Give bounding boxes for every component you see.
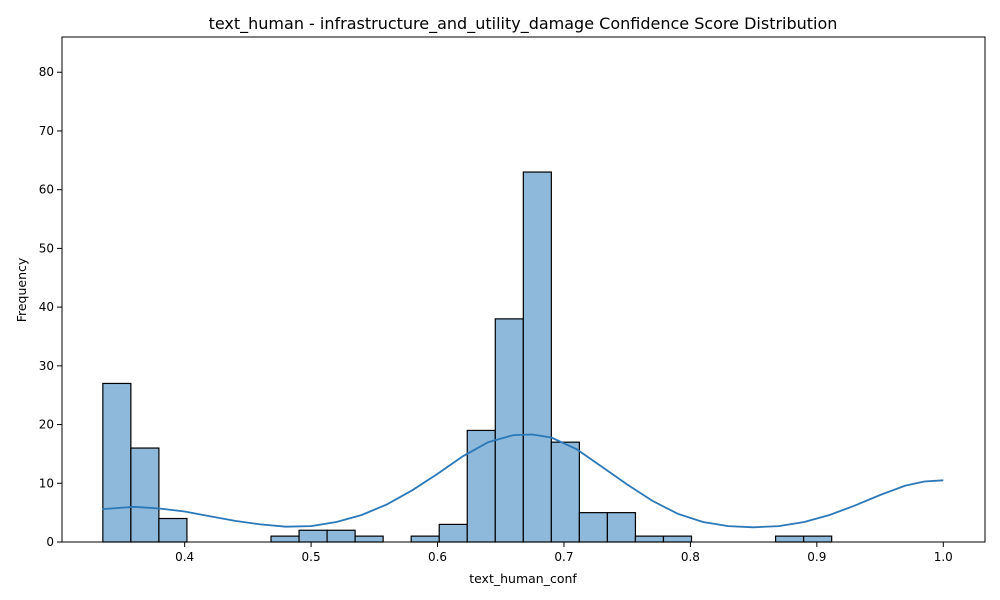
histogram-bar — [634, 535, 665, 543]
histogram-bar — [662, 535, 693, 543]
x-tick-label: 0.9 — [807, 550, 826, 564]
x-axis-ticks: 0.4 0.5 0.6 0.7 0.8 0.9 1.0 — [175, 542, 953, 564]
x-tick-label: 0.7 — [554, 550, 573, 564]
histogram-bar — [438, 523, 468, 543]
histogram-bar — [774, 535, 805, 543]
histogram-bar — [158, 517, 188, 543]
y-tick-label: 40 — [39, 300, 54, 314]
histogram-bar — [298, 529, 328, 543]
histogram-bar — [606, 512, 637, 543]
x-tick-label: 0.4 — [175, 550, 194, 564]
kde-curve — [102, 433, 944, 529]
y-axis-ticks: 0 10 20 30 40 50 60 70 80 — [39, 65, 62, 549]
y-tick-label: 60 — [39, 183, 54, 197]
y-tick-label: 0 — [46, 535, 54, 549]
histogram-bar — [326, 529, 356, 543]
x-tick-label: 0.5 — [302, 550, 321, 564]
histogram-bar — [354, 535, 384, 543]
histogram-bars — [102, 171, 833, 543]
y-tick-label: 80 — [39, 65, 54, 79]
x-tick-label: 1.0 — [934, 550, 953, 564]
histogram-bar — [578, 512, 609, 543]
y-axis-label: Frequency — [14, 257, 29, 322]
y-tick-label: 20 — [39, 418, 54, 432]
histogram-bar — [803, 535, 833, 543]
histogram-bar — [270, 535, 300, 543]
histogram-bar — [550, 441, 580, 543]
x-axis-label: text_human_conf — [469, 571, 577, 586]
y-tick-label: 70 — [39, 124, 54, 138]
histogram-bar — [494, 318, 524, 543]
y-tick-label: 10 — [39, 476, 54, 490]
plot-frame — [61, 36, 986, 543]
histogram-bar — [410, 535, 440, 543]
y-tick-label: 50 — [39, 241, 54, 255]
chart-title: text_human - infrastructure_and_utility_… — [209, 14, 838, 34]
histogram-bar — [102, 382, 132, 543]
histogram-bar — [466, 429, 496, 543]
x-tick-label: 0.6 — [428, 550, 447, 564]
histogram-bar — [130, 447, 160, 543]
histogram-bar — [522, 171, 552, 543]
x-tick-label: 0.8 — [681, 550, 700, 564]
y-tick-label: 30 — [39, 359, 54, 373]
